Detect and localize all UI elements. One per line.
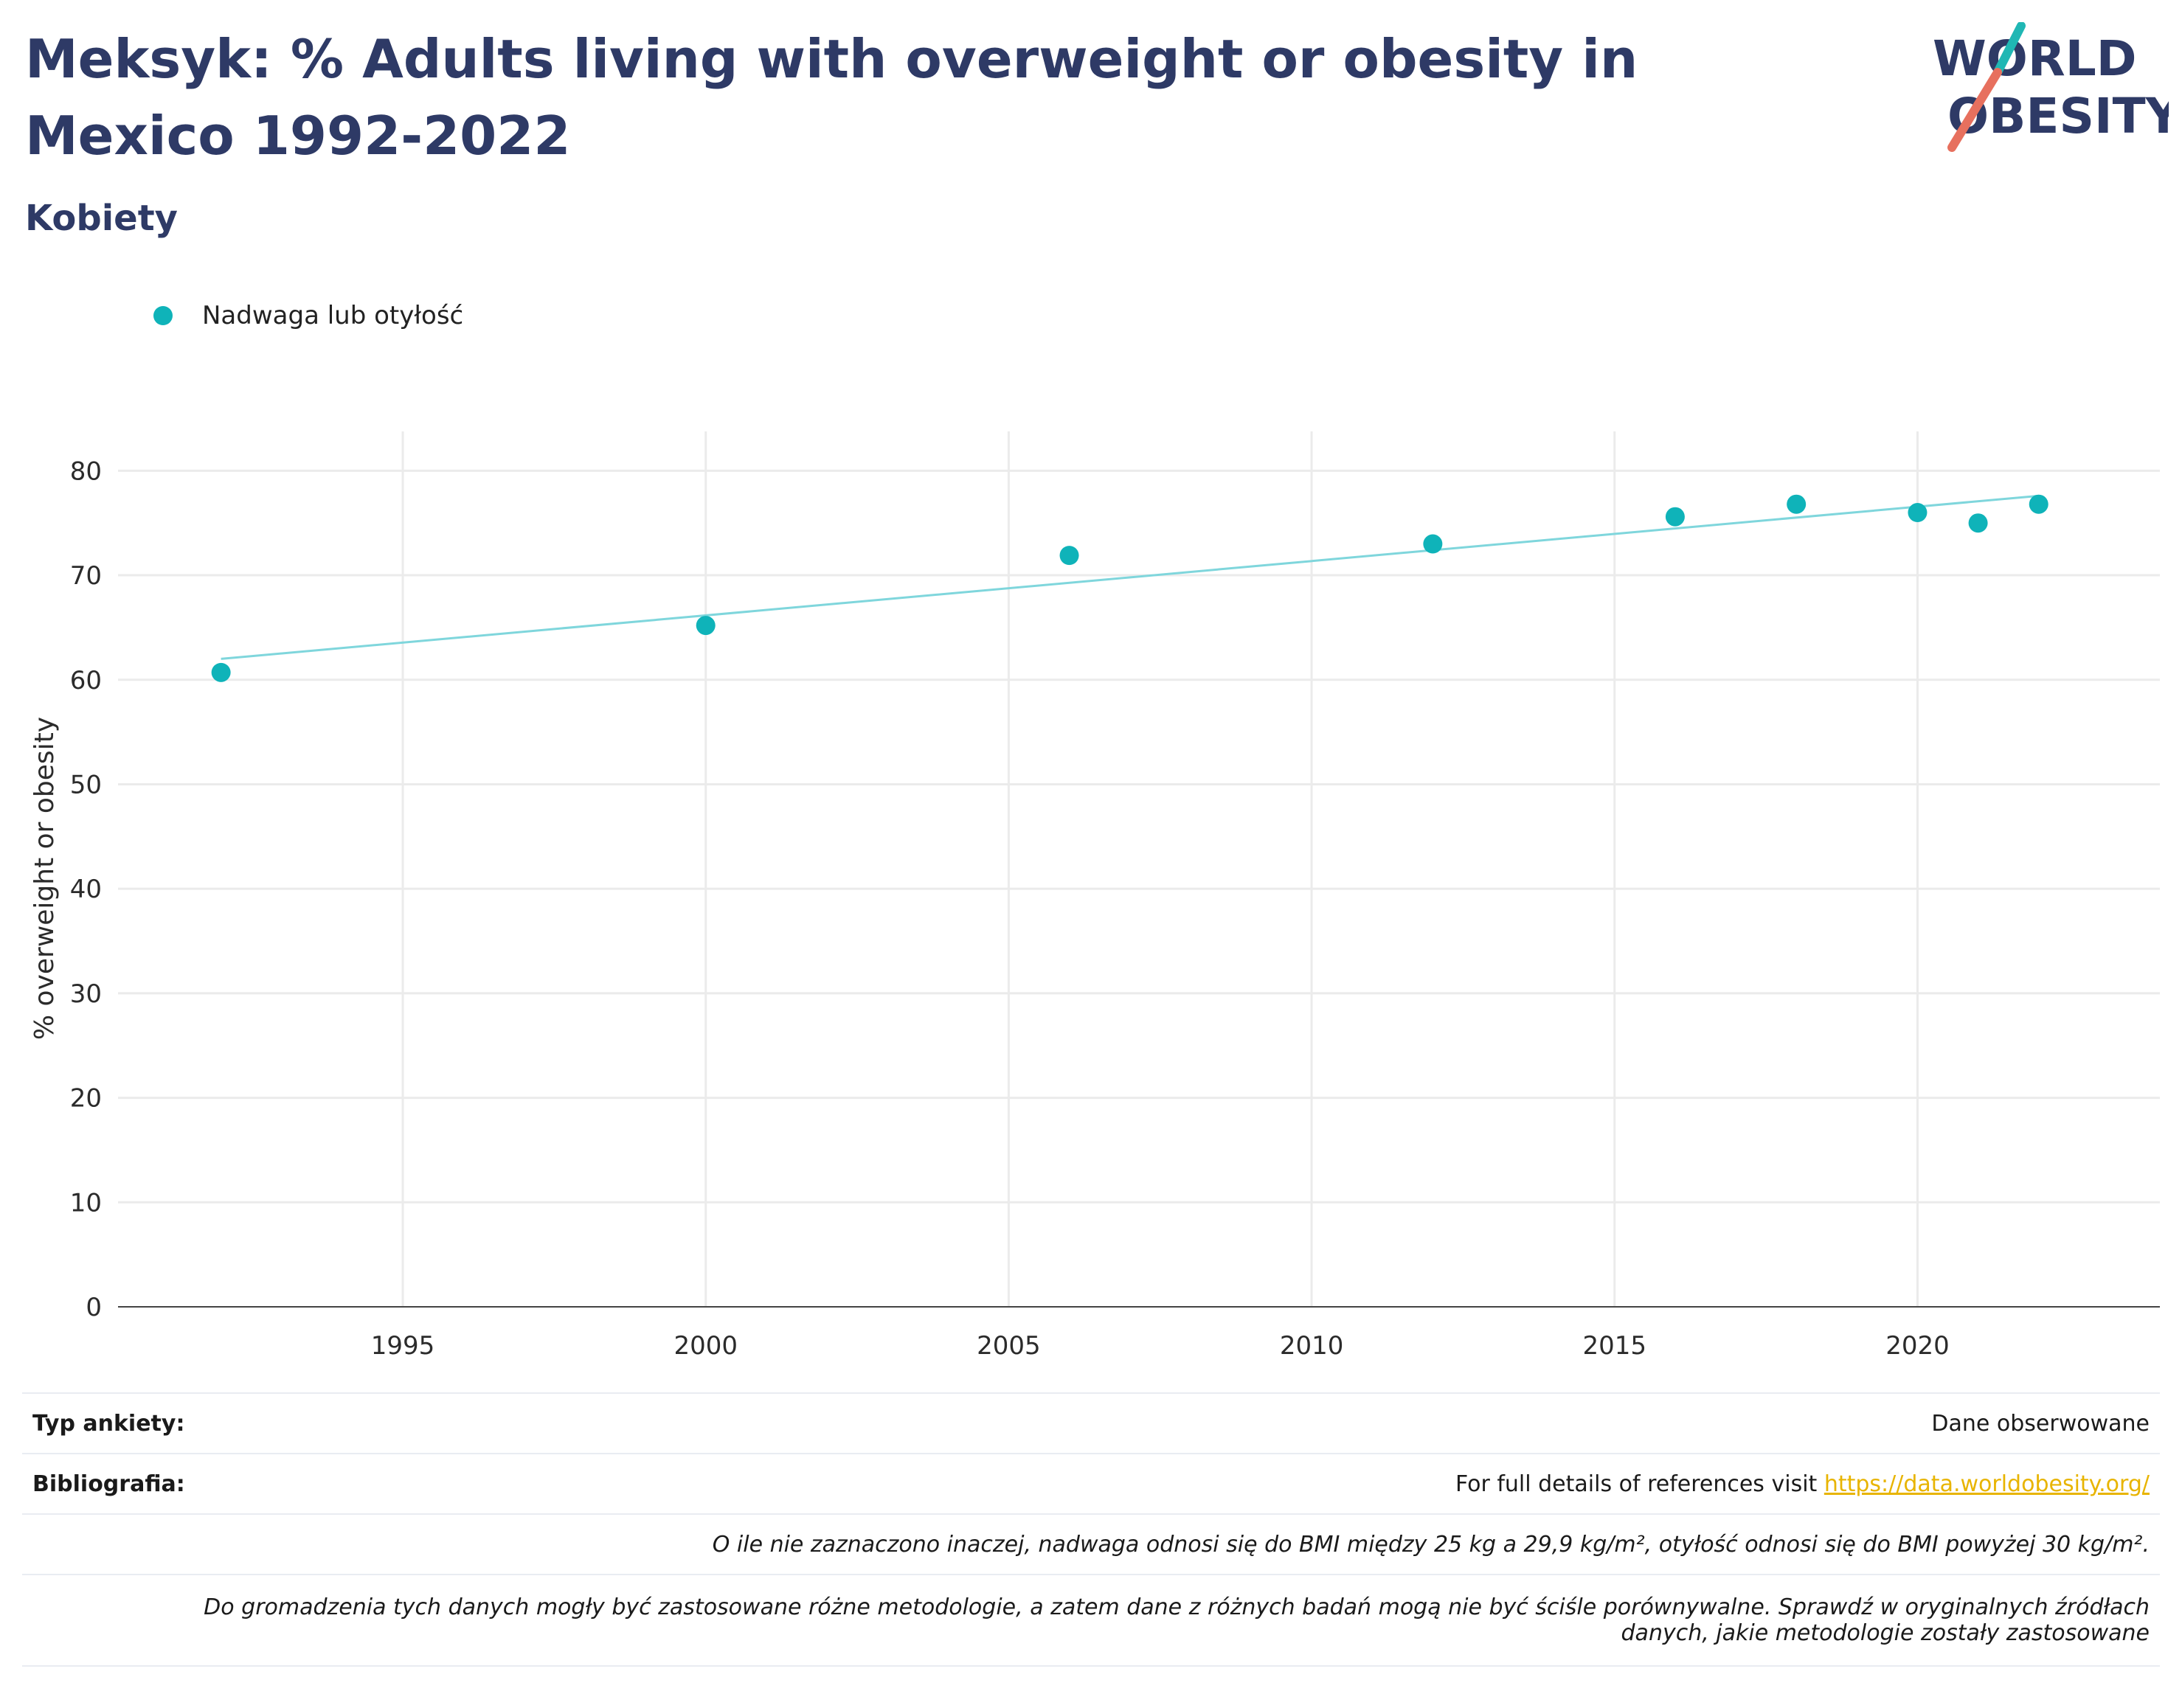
y-tick-label: 60 [70, 666, 102, 695]
methodology-note-line2: danych, jakie metodologie zostały zastos… [1621, 1620, 2150, 1646]
y-tick-label: 10 [70, 1188, 102, 1218]
bibliography-row: Bibliografia: For full details of refere… [22, 1453, 2160, 1513]
legend-label: Nadwaga lub otyłość [202, 301, 464, 330]
logo-slash-teal [1993, 22, 2026, 77]
bibliography-link[interactable]: https://data.worldobesity.org/ [1823, 1471, 2150, 1497]
x-tick-label: 2010 [1280, 1331, 1344, 1361]
data-point[interactable] [1059, 546, 1079, 566]
chart-subtitle: Kobiety [25, 198, 178, 239]
y-tick-label: 40 [70, 875, 102, 904]
logo-text-world: WORLD [1933, 30, 2137, 87]
data-point[interactable] [2029, 494, 2048, 514]
methodology-note-line1: Do gromadzenia tych danych mogły być zas… [204, 1594, 2150, 1620]
world-obesity-logo: WORLD OBESITY [1933, 22, 2169, 152]
axis-ticks: 0 10 20 30 40 50 60 70 80 1995 2000 2005 2010 2015 202… [70, 456, 1950, 1361]
chart-title: Meksyk: % Adults living with overweight … [25, 28, 1638, 167]
data-point[interactable] [1787, 494, 1807, 514]
x-tick-label: 2005 [977, 1331, 1041, 1361]
bibliography-value: For full details of references visit htt… [1455, 1471, 2150, 1497]
survey-type-value: Dane obserwowane [1931, 1410, 2150, 1437]
x-tick-label: 2000 [673, 1331, 738, 1361]
methodology-note: Do gromadzenia tych danych mogły być zas… [204, 1594, 2150, 1646]
y-tick-label: 20 [70, 1084, 102, 1114]
scatter-chart: 0 10 20 30 40 50 60 70 80 1995 2000 2005 2010 2015 202… [30, 431, 2160, 1361]
y-axis-title: % overweight or obesity [30, 717, 60, 1040]
x-tick-label: 2015 [1583, 1331, 1647, 1361]
y-tick-label: 0 [86, 1293, 102, 1322]
definition-note-row: O ile nie zaznaczono inaczej, nadwaga od… [22, 1513, 2160, 1574]
y-tick-label: 50 [70, 770, 102, 799]
info-table: Typ ankiety: Dane obserwowane Bibliograf… [22, 1392, 2160, 1667]
bibliography-label: Bibliografia: [32, 1471, 185, 1497]
x-tick-label: 1995 [371, 1331, 435, 1361]
data-point[interactable] [1908, 503, 1928, 523]
y-tick-label: 70 [70, 561, 102, 591]
bibliography-text: For full details of references visit [1455, 1471, 1818, 1497]
data-point[interactable] [696, 616, 716, 636]
definition-note: O ile nie zaznaczono inaczej, nadwaga od… [712, 1531, 2150, 1558]
grid-lines [118, 431, 2160, 1307]
x-tick-label: 2020 [1885, 1331, 1950, 1361]
data-point[interactable] [1968, 513, 1988, 533]
y-tick-label: 80 [70, 456, 102, 486]
data-point[interactable] [211, 662, 231, 682]
data-points [211, 494, 2048, 682]
methodology-note-row: Do gromadzenia tych danych mogły być zas… [22, 1574, 2160, 1667]
data-point[interactable] [1423, 534, 1443, 554]
chart-legend[interactable]: Nadwaga lub otyłość [153, 294, 463, 338]
survey-type-label: Typ ankiety: [32, 1410, 185, 1437]
data-point[interactable] [1665, 507, 1685, 527]
y-tick-label: 30 [70, 979, 102, 1009]
legend-marker [153, 306, 173, 325]
survey-type-row: Typ ankiety: Dane obserwowane [22, 1392, 2160, 1453]
trend-line [221, 494, 2039, 660]
logo-slash-coral [1947, 68, 2002, 152]
